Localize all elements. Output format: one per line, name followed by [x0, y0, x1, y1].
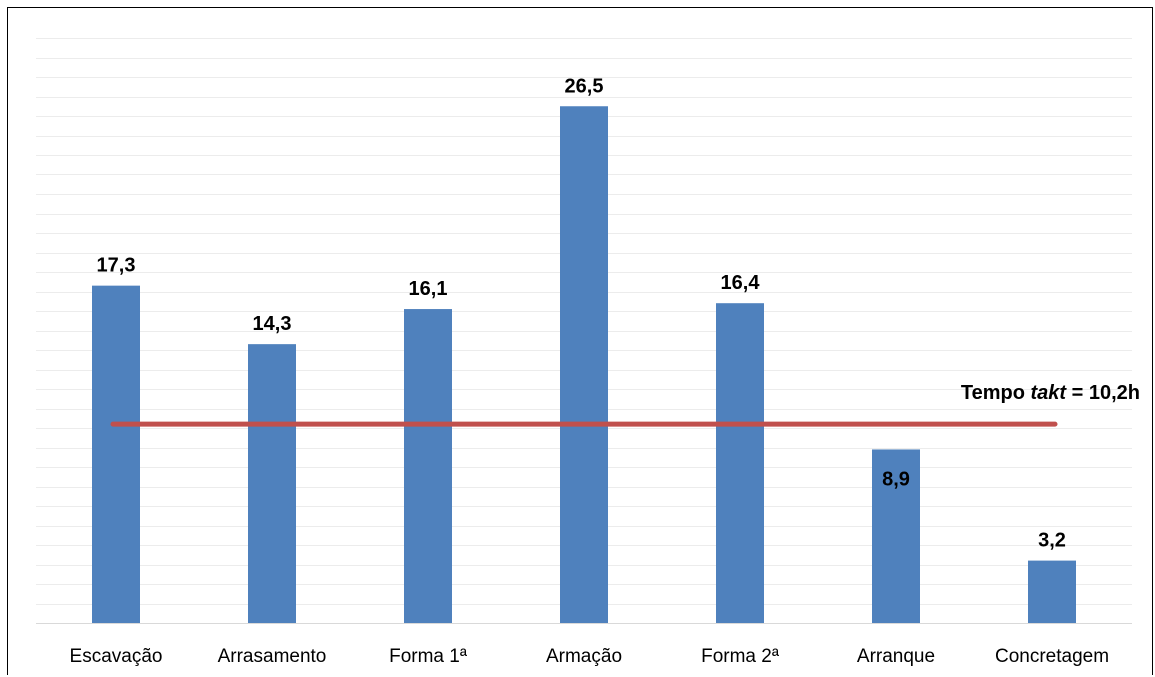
bars — [92, 106, 1076, 623]
x-tick-label: Forma 1ª — [389, 646, 468, 667]
x-tick-label: Forma 2ª — [701, 646, 780, 667]
x-tick-labels: Escavação Arrasamento Forma 1ª Armação Forma… — [70, 646, 1110, 667]
x-tick-label: Concretagem — [995, 646, 1109, 667]
bar — [248, 344, 296, 623]
bar — [404, 309, 452, 623]
data-label: 3,2 — [1038, 530, 1066, 552]
data-label: 8,9 — [882, 468, 910, 490]
x-tick-label: Arranque — [857, 646, 935, 667]
x-tick-label: Arrasamento — [218, 646, 327, 667]
data-label: 16,4 — [721, 272, 761, 294]
data-label: 14,3 — [253, 313, 292, 335]
x-tick-label: Escavação — [70, 646, 163, 667]
data-label: 16,1 — [409, 278, 448, 300]
x-tick-label: Armação — [546, 646, 622, 667]
takt-time-reference: Tempo takt = 10,2h — [110, 382, 1140, 427]
data-label: 17,3 — [97, 255, 136, 277]
takt-time-label: Tempo takt = 10,2h — [961, 382, 1140, 404]
bar — [872, 449, 920, 623]
bar — [560, 106, 608, 623]
bar — [1028, 560, 1076, 623]
bar — [716, 303, 764, 623]
data-labels: 17,3 14,3 16,1 26,5 16,4 8,9 3,2 — [97, 75, 1066, 551]
data-label: 26,5 — [565, 75, 604, 97]
bar — [92, 285, 140, 623]
chart-frame — [7, 7, 1153, 675]
